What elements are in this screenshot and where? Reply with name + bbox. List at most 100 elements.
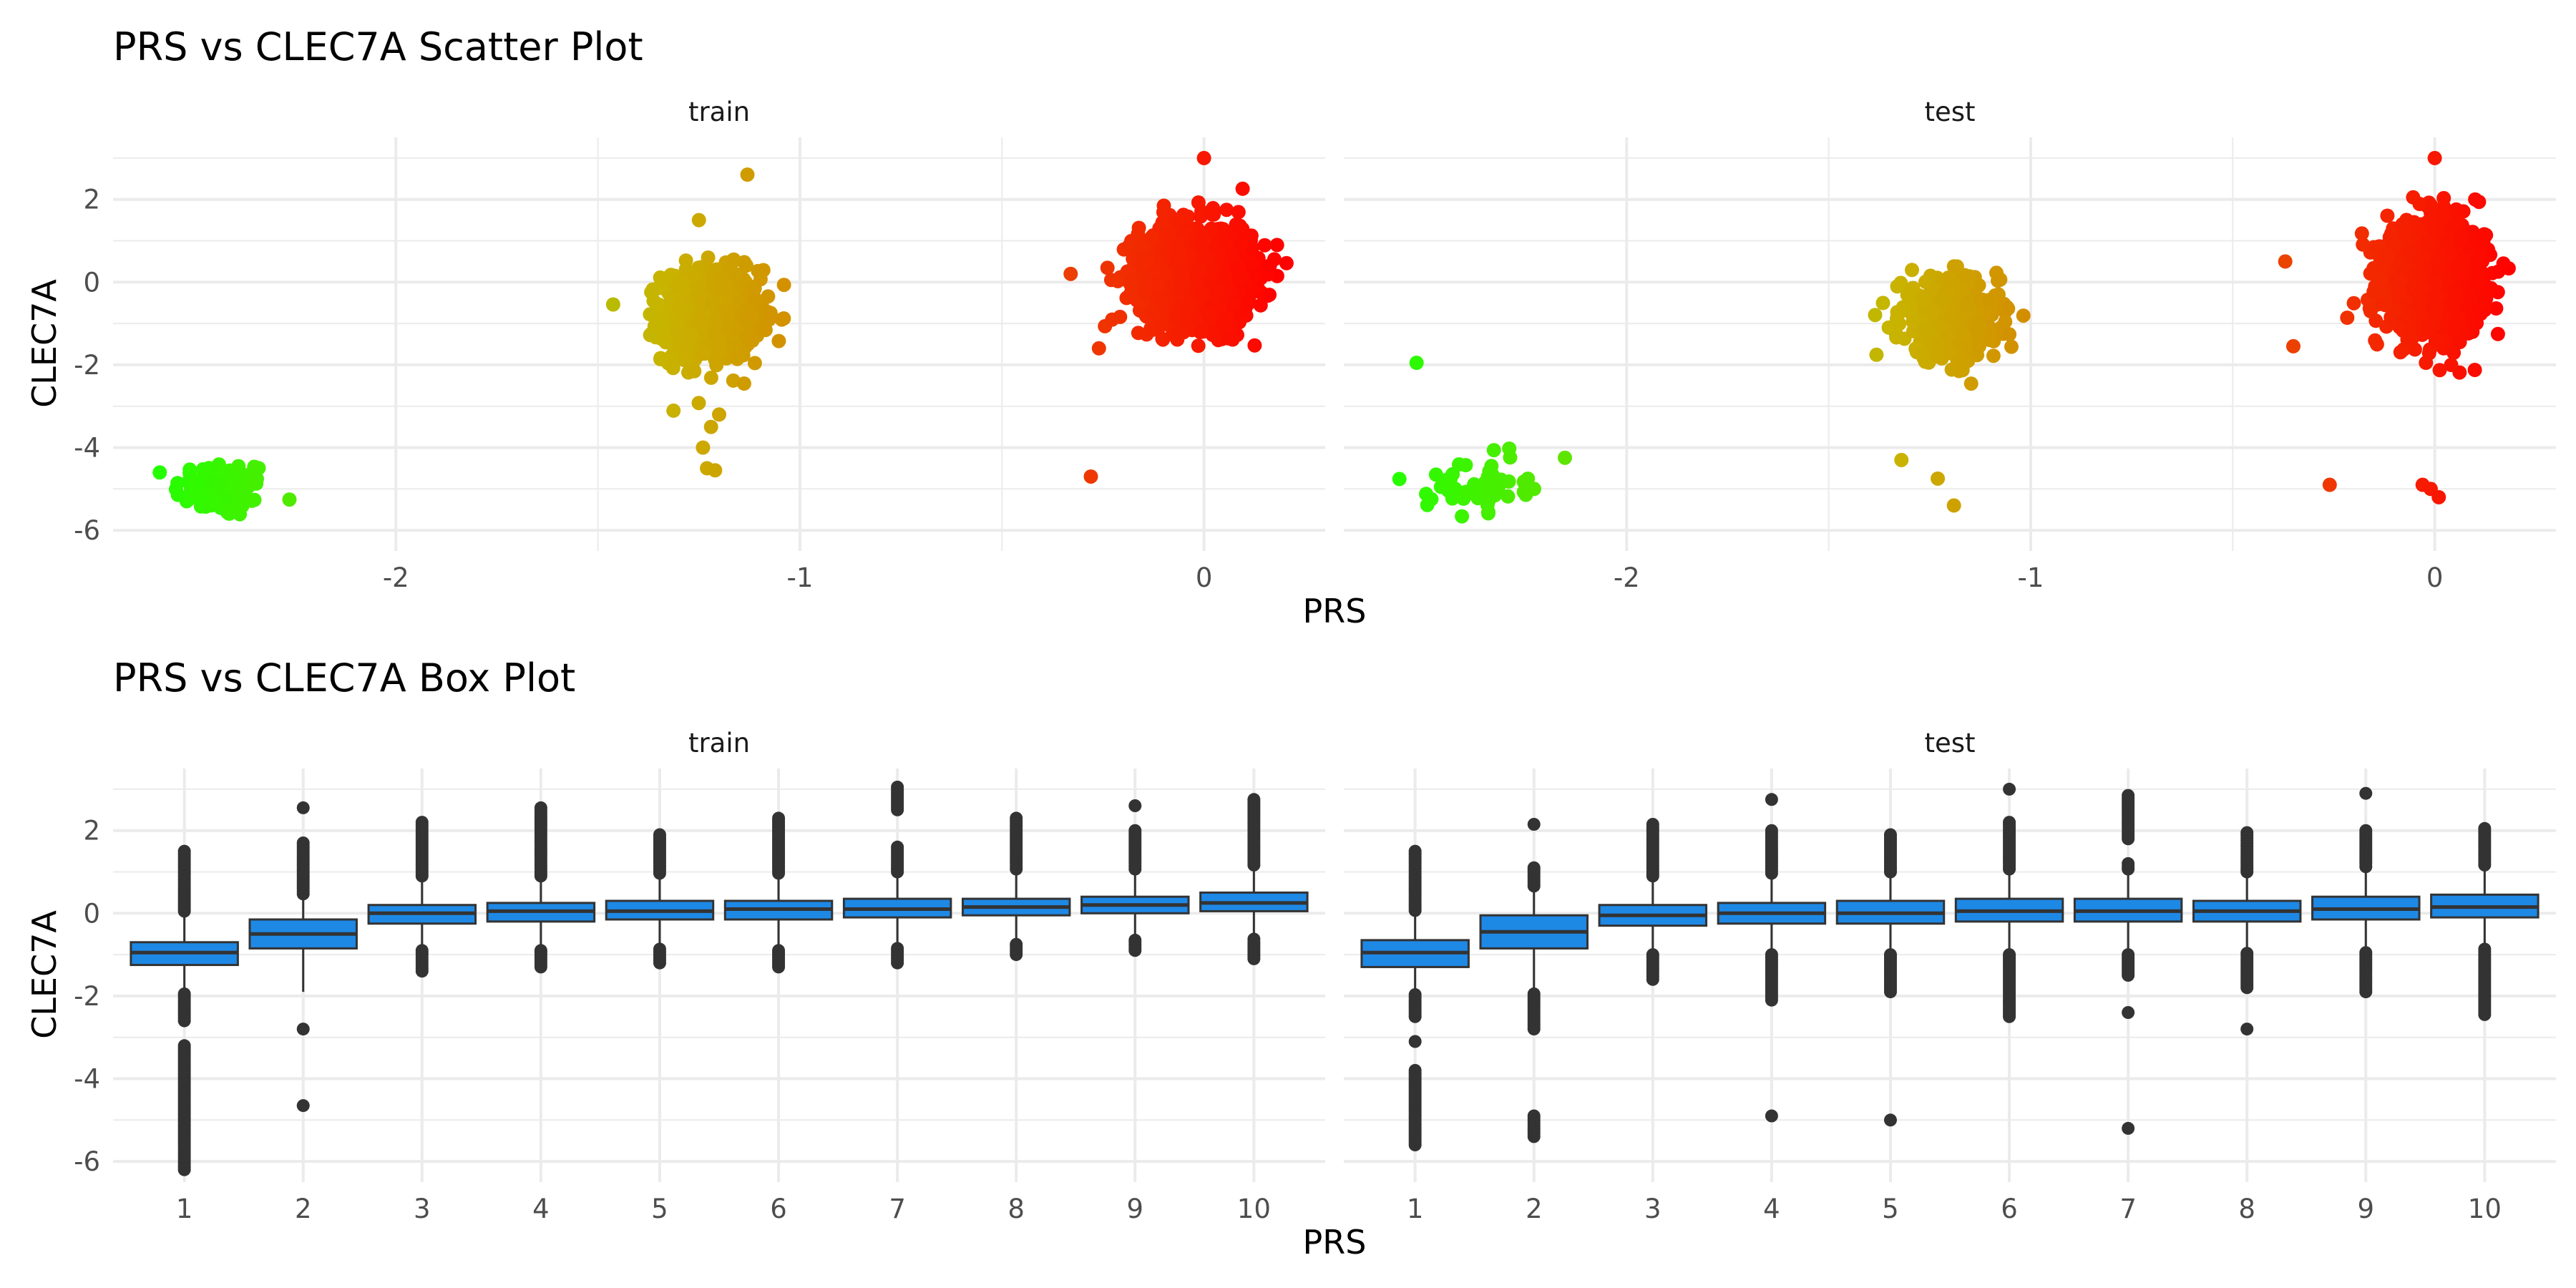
scatter-point <box>2448 322 2463 337</box>
scatter-point <box>2380 208 2395 223</box>
scatter-point <box>2369 337 2384 352</box>
box-1 <box>1360 844 1470 1151</box>
scatter-point <box>1916 345 1931 360</box>
scatter-point <box>1201 306 1216 321</box>
box-outlier <box>2240 1023 2254 1036</box>
scatter-y-tick-label: -4 <box>74 433 100 464</box>
box-outlier <box>2122 1006 2135 1019</box>
scatter-point <box>1242 294 1257 309</box>
box-x-tick-label: 4 <box>1763 1194 1780 1224</box>
scatter-point <box>2429 275 2444 290</box>
box-outlier <box>1128 824 1142 837</box>
scatter-point <box>658 303 673 318</box>
scatter-point <box>2467 363 2482 377</box>
scatter-point <box>2354 226 2369 241</box>
box-outlier <box>296 836 310 849</box>
scatter-point <box>2444 220 2459 235</box>
box-outlier <box>891 840 904 854</box>
scatter-point <box>1213 299 1228 314</box>
scatter-point <box>2403 326 2418 340</box>
scatter-point <box>2470 274 2485 288</box>
scatter-point <box>743 306 758 321</box>
scatter-point <box>2366 284 2381 299</box>
box-outlier <box>296 1099 310 1113</box>
box-outlier <box>1527 861 1541 874</box>
scatter-point <box>1148 263 1163 278</box>
scatter-point <box>2476 234 2491 249</box>
box-outlier <box>1527 818 1541 831</box>
scatter-point <box>740 167 755 182</box>
scatter-point <box>2496 256 2511 271</box>
scatter-point <box>1234 237 1248 252</box>
scatter-point <box>2444 358 2459 372</box>
scatter-point <box>670 328 685 343</box>
scatter-point <box>712 340 727 355</box>
box-4 <box>1717 793 1827 1123</box>
scatter-point <box>1171 251 1186 266</box>
box-outlier <box>2359 985 2373 999</box>
scatter-point <box>233 507 248 522</box>
scatter-point <box>2404 244 2419 259</box>
scatter-point <box>1279 255 1294 270</box>
scatter-point <box>656 326 671 341</box>
box-1 <box>130 844 239 1176</box>
scatter-point <box>1267 252 1282 267</box>
scatter-point <box>687 364 702 379</box>
scatter-point <box>2278 254 2293 269</box>
scatter-point <box>708 463 723 478</box>
scatter-point <box>1922 326 1937 341</box>
scatter-point <box>1503 450 1518 465</box>
scatter-point <box>712 407 726 422</box>
scatter-point <box>718 276 733 291</box>
scatter-point <box>2376 259 2391 274</box>
scatter-point <box>1558 450 1572 465</box>
box-x-tick-label: 5 <box>1882 1194 1899 1224</box>
box-x-tick-label: 9 <box>2358 1194 2375 1224</box>
scatter-point <box>2419 356 2434 370</box>
box-outlier <box>2003 1010 2016 1023</box>
scatter-point <box>2396 218 2411 233</box>
scatter-strip-test: test <box>1924 97 1975 127</box>
box-y-tick-label: 2 <box>83 816 100 847</box>
box-outlier <box>2122 969 2135 982</box>
box-outlier <box>1883 828 1897 841</box>
scatter-point <box>2393 345 2408 360</box>
scatter-point <box>1219 313 1234 328</box>
scatter-point <box>2444 247 2459 262</box>
scatter-point <box>2416 250 2431 265</box>
scatter-point <box>691 213 706 228</box>
scatter-point <box>1155 294 1169 308</box>
box-outlier <box>2359 824 2373 837</box>
scatter-point <box>1144 230 1159 245</box>
scatter-point <box>2444 297 2459 312</box>
scatter-point <box>1174 263 1189 278</box>
scatter-point <box>1174 323 1189 338</box>
scatter-point <box>1249 266 1264 281</box>
scatter-point <box>1231 272 1246 287</box>
scatter-point <box>1488 488 1503 503</box>
box-outlier <box>296 1023 310 1036</box>
scatter-y-tick-label: 0 <box>83 267 100 298</box>
scatter-point <box>2490 326 2505 341</box>
scatter-point <box>2002 327 2017 342</box>
scatter-point <box>2468 192 2483 207</box>
scatter-point <box>1232 315 1247 330</box>
scatter-point <box>776 278 791 293</box>
scatter-point <box>1196 150 1211 165</box>
scatter-point <box>1195 287 1210 302</box>
scatter-point <box>1123 276 1138 291</box>
box-y-tick-label: -4 <box>74 1064 100 1095</box>
scatter-point <box>696 346 711 361</box>
box-outlier <box>2240 826 2254 839</box>
scatter-point <box>1445 491 1460 506</box>
scatter-plot: -2 -1 020-2-4-6-2 -1 0 <box>74 137 2556 593</box>
scatter-point <box>2428 333 2443 348</box>
box-3 <box>1598 818 1708 986</box>
box-y-tick-label: 0 <box>83 898 100 929</box>
scatter-point <box>1428 467 1443 482</box>
scatter-point <box>1956 328 1971 343</box>
scatter-point <box>1230 260 1245 275</box>
scatter-point <box>753 272 768 287</box>
scatter-plot-title: PRS vs CLEC7A Scatter Plot <box>113 24 643 69</box>
